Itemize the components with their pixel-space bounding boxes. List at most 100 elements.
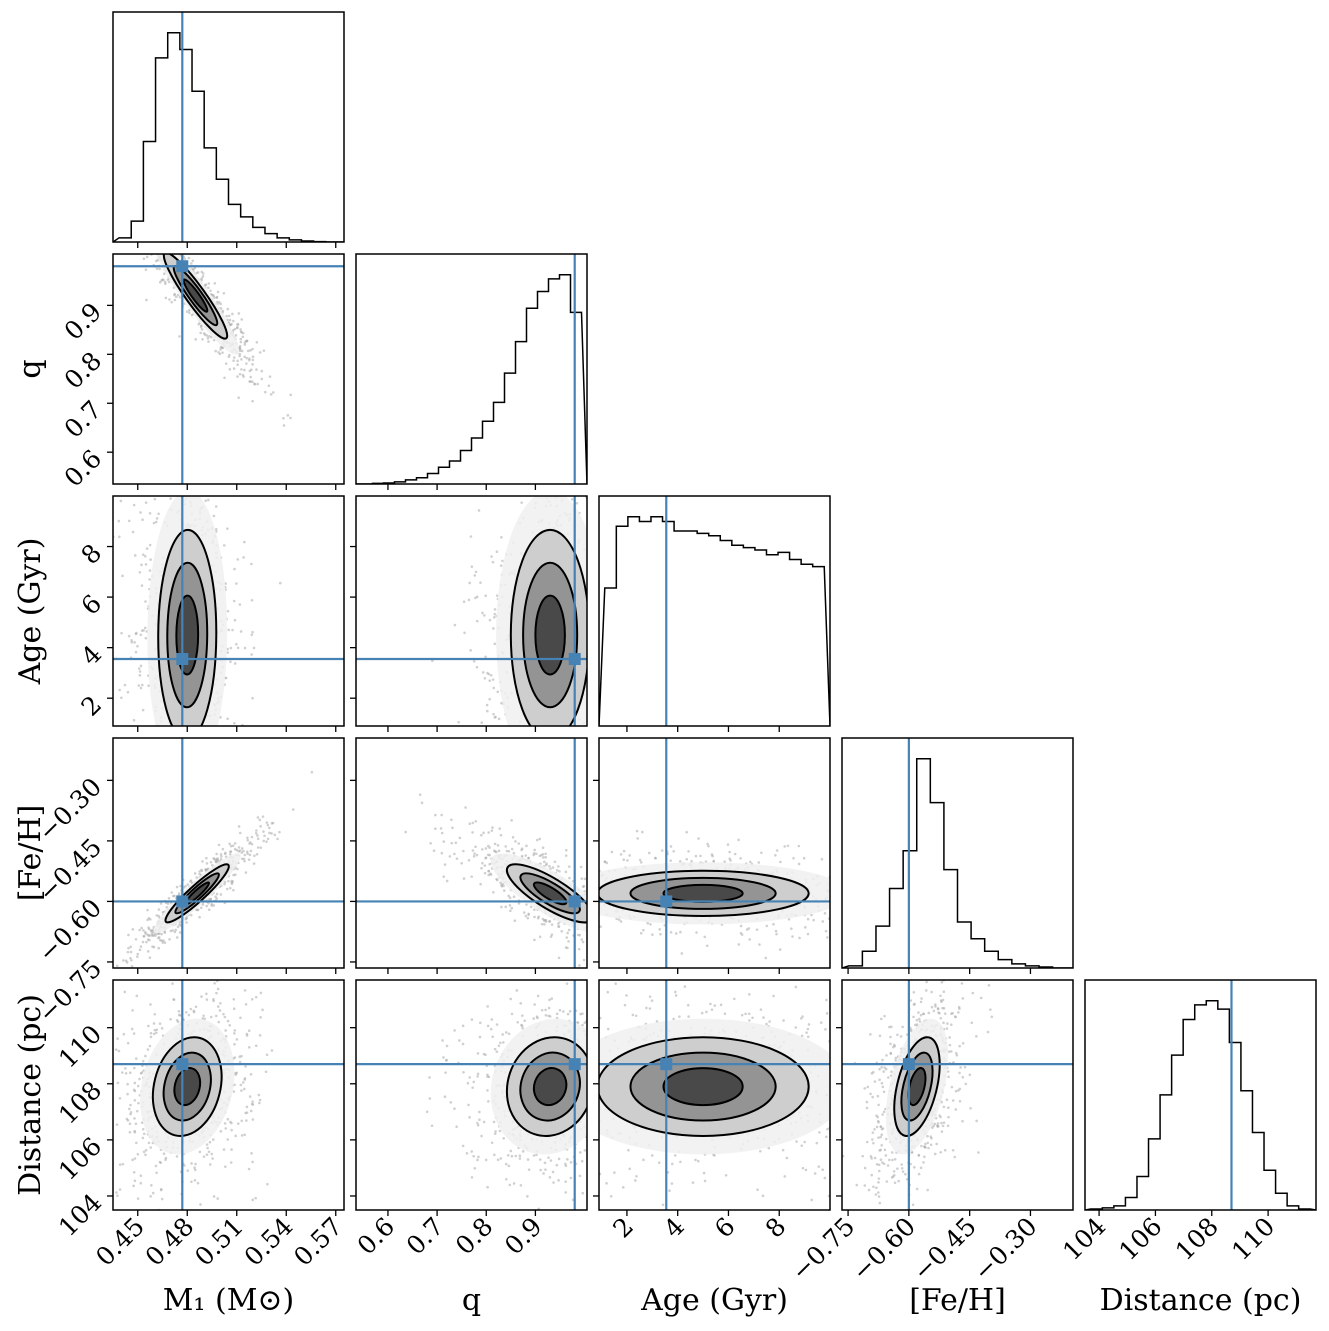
- sample-point: [126, 1041, 130, 1045]
- sample-point: [174, 928, 178, 932]
- sample-point: [137, 667, 141, 670]
- sample-point: [289, 416, 292, 420]
- sample-point: [218, 1009, 222, 1012]
- sample-point: [505, 475, 508, 478]
- sample-point: [219, 1001, 222, 1005]
- sample-point: [728, 850, 731, 854]
- sample-point: [177, 780, 180, 783]
- sample-point: [571, 780, 574, 783]
- sample-point: [230, 322, 233, 326]
- sample-point: [233, 1043, 236, 1046]
- sample-point: [607, 922, 610, 925]
- sample-point: [251, 630, 254, 634]
- sample-point: [152, 473, 155, 476]
- sample-point: [198, 872, 201, 876]
- sample-point: [594, 886, 597, 889]
- sample-point: [560, 762, 563, 765]
- sample-point: [690, 860, 693, 863]
- sample-point: [211, 735, 214, 738]
- sample-point: [859, 882, 862, 885]
- sample-point: [261, 815, 265, 818]
- sample-point: [244, 1111, 248, 1115]
- sample-point: [162, 454, 165, 457]
- histogram-panel-1: [356, 254, 587, 484]
- sample-point: [212, 514, 216, 518]
- sample-point: [609, 554, 612, 557]
- sample-point: [561, 775, 564, 778]
- sample-point: [236, 326, 239, 329]
- sample-point: [186, 800, 189, 803]
- sample-point: [219, 893, 223, 896]
- sample-point: [404, 830, 407, 834]
- sample-point: [790, 927, 793, 930]
- sample-point: [182, 245, 185, 248]
- sample-point: [798, 936, 801, 940]
- sample-point: [100, 992, 103, 995]
- sample-point: [619, 936, 622, 939]
- sample-point: [208, 1214, 211, 1217]
- sample-point: [110, 662, 113, 665]
- sample-point: [548, 920, 552, 923]
- sample-point: [589, 869, 592, 872]
- sample-point: [156, 236, 159, 239]
- sample-point: [589, 914, 592, 917]
- sample-point: [634, 944, 637, 947]
- sample-point: [165, 248, 168, 251]
- sample-point: [132, 503, 136, 507]
- sample-point: [153, 243, 156, 246]
- sample-point: [878, 891, 881, 894]
- sample-point: [646, 604, 649, 607]
- sample-point: [231, 880, 235, 883]
- sample-point: [904, 887, 907, 890]
- sample-point: [491, 678, 495, 681]
- sample-point: [972, 923, 975, 926]
- sample-point: [141, 708, 145, 712]
- sample-point: [155, 1171, 158, 1175]
- sample-point: [136, 1084, 140, 1088]
- sample-point: [197, 322, 201, 326]
- sample-point: [617, 928, 620, 931]
- sample-point: [211, 918, 214, 921]
- truth-marker: [176, 260, 189, 273]
- sample-point: [894, 913, 897, 916]
- sample-point: [189, 477, 192, 480]
- sample-point: [128, 1122, 132, 1126]
- sample-point: [595, 907, 598, 910]
- sample-point: [550, 933, 554, 936]
- sample-point: [833, 892, 836, 895]
- sample-point: [594, 889, 597, 892]
- sample-point: [173, 822, 176, 825]
- sample-point: [440, 851, 444, 855]
- sample-point: [812, 918, 815, 922]
- sample-point: [601, 930, 604, 933]
- sample-point: [587, 926, 590, 929]
- sample-point: [175, 936, 179, 939]
- sample-point: [706, 842, 709, 846]
- sample-point: [210, 957, 213, 960]
- sample-point: [619, 853, 623, 856]
- sample-point: [236, 1122, 240, 1125]
- sample-point: [133, 1117, 136, 1120]
- sample-point: [638, 858, 642, 862]
- sample-point: [147, 684, 150, 688]
- sample-point: [134, 216, 137, 219]
- sample-point: [226, 609, 230, 613]
- sample-point: [135, 1141, 138, 1145]
- sample-point: [152, 237, 155, 240]
- sample-point: [519, 443, 522, 446]
- sample-point: [193, 768, 196, 771]
- sample-point: [232, 1007, 236, 1011]
- sample-point: [500, 905, 503, 909]
- sample-point: [609, 685, 612, 688]
- sample-point: [156, 238, 159, 241]
- sample-point: [153, 497, 157, 501]
- ticks-0-0: [137, 242, 337, 248]
- sample-point: [821, 920, 825, 923]
- sample-point: [232, 367, 236, 370]
- sample-point: [185, 442, 188, 445]
- sample-point: [158, 804, 161, 807]
- sample-point: [183, 751, 186, 754]
- sample-point: [216, 1197, 220, 1200]
- sample-point: [519, 469, 522, 472]
- sample-point: [199, 331, 202, 335]
